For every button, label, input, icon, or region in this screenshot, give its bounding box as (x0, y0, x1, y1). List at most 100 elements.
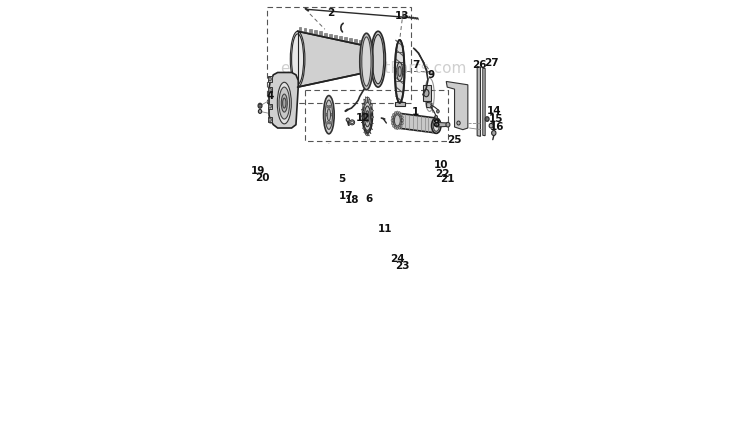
Polygon shape (329, 34, 332, 38)
Ellipse shape (396, 127, 398, 130)
Ellipse shape (485, 117, 489, 121)
Text: 6: 6 (365, 194, 373, 204)
Polygon shape (324, 32, 326, 37)
Ellipse shape (258, 109, 262, 113)
Ellipse shape (367, 113, 368, 120)
Text: 18: 18 (345, 195, 359, 205)
Ellipse shape (400, 113, 402, 116)
Ellipse shape (326, 100, 332, 129)
Ellipse shape (268, 105, 272, 108)
Polygon shape (319, 32, 322, 35)
Text: 1: 1 (412, 108, 419, 118)
Polygon shape (309, 29, 311, 33)
Polygon shape (371, 114, 374, 119)
Polygon shape (365, 97, 368, 103)
Text: 8: 8 (433, 119, 440, 129)
Ellipse shape (392, 113, 394, 116)
Polygon shape (477, 67, 481, 137)
Text: 22: 22 (435, 168, 449, 178)
Polygon shape (368, 97, 369, 103)
Ellipse shape (327, 105, 328, 108)
Ellipse shape (394, 40, 405, 103)
Ellipse shape (364, 106, 370, 127)
Ellipse shape (397, 62, 403, 81)
Polygon shape (359, 40, 362, 44)
Polygon shape (361, 114, 364, 119)
Ellipse shape (436, 110, 439, 113)
Text: 27: 27 (484, 57, 499, 67)
Polygon shape (365, 130, 368, 136)
Text: 7: 7 (412, 60, 419, 70)
Ellipse shape (279, 87, 290, 119)
Polygon shape (268, 104, 272, 109)
Text: 13: 13 (394, 11, 410, 21)
Ellipse shape (268, 77, 272, 81)
Polygon shape (427, 102, 432, 108)
Ellipse shape (258, 103, 262, 108)
Ellipse shape (370, 31, 386, 87)
Ellipse shape (392, 125, 394, 127)
Polygon shape (483, 68, 485, 136)
Ellipse shape (350, 120, 355, 125)
Ellipse shape (278, 82, 291, 124)
Polygon shape (364, 41, 367, 45)
Text: 10: 10 (434, 159, 448, 170)
Polygon shape (362, 119, 364, 124)
Ellipse shape (486, 118, 488, 121)
Polygon shape (268, 76, 272, 82)
Polygon shape (371, 119, 374, 124)
Polygon shape (334, 35, 337, 39)
Ellipse shape (391, 119, 393, 122)
Ellipse shape (326, 113, 327, 116)
Polygon shape (370, 103, 373, 109)
Ellipse shape (327, 121, 328, 124)
Ellipse shape (398, 67, 401, 76)
Text: 15: 15 (489, 114, 503, 124)
Ellipse shape (268, 88, 272, 92)
Ellipse shape (329, 121, 331, 124)
Ellipse shape (446, 122, 450, 127)
Polygon shape (362, 109, 364, 114)
Polygon shape (364, 99, 366, 106)
Polygon shape (398, 113, 436, 133)
Text: eReplacementParts.com: eReplacementParts.com (280, 60, 466, 76)
Ellipse shape (431, 118, 441, 133)
Ellipse shape (394, 115, 400, 126)
Ellipse shape (392, 122, 394, 125)
Ellipse shape (400, 125, 402, 127)
Polygon shape (354, 39, 357, 43)
Text: 5: 5 (338, 174, 345, 184)
Ellipse shape (268, 118, 272, 121)
Ellipse shape (351, 121, 353, 124)
Ellipse shape (491, 130, 496, 136)
Ellipse shape (398, 127, 400, 129)
Polygon shape (371, 109, 374, 114)
Text: 24: 24 (390, 254, 405, 264)
Polygon shape (268, 117, 272, 122)
Ellipse shape (327, 109, 331, 121)
Polygon shape (298, 31, 378, 87)
Ellipse shape (362, 100, 373, 133)
Polygon shape (298, 27, 302, 31)
Ellipse shape (489, 124, 493, 128)
Text: 2: 2 (327, 8, 334, 18)
Text: 14: 14 (488, 106, 502, 116)
Ellipse shape (330, 113, 332, 116)
Ellipse shape (402, 119, 404, 122)
Polygon shape (314, 30, 316, 35)
Ellipse shape (323, 95, 334, 134)
Ellipse shape (394, 111, 396, 114)
Ellipse shape (283, 98, 286, 108)
Ellipse shape (435, 115, 437, 119)
Polygon shape (394, 102, 405, 106)
Ellipse shape (366, 111, 369, 122)
Ellipse shape (290, 31, 305, 87)
Polygon shape (369, 99, 371, 106)
Polygon shape (423, 85, 430, 102)
Ellipse shape (393, 113, 402, 128)
Ellipse shape (292, 34, 304, 84)
Text: 4: 4 (266, 92, 274, 102)
Text: 26: 26 (472, 60, 487, 70)
Ellipse shape (329, 105, 331, 108)
Text: 25: 25 (447, 135, 461, 145)
